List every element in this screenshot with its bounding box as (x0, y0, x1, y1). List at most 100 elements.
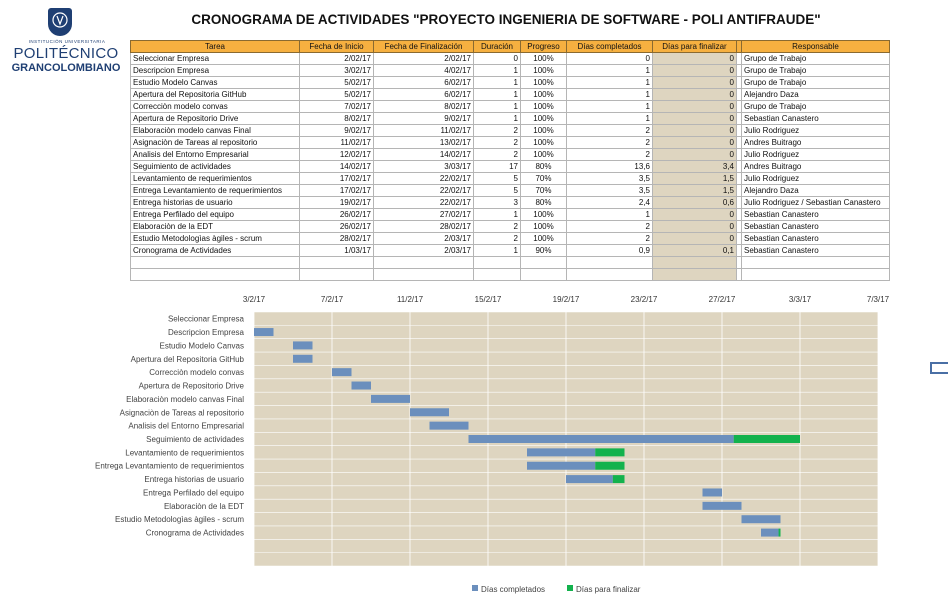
cell-responsable: Sebastian Canastero (741, 232, 890, 245)
cell-fecha-fin: 9/02/17 (373, 112, 474, 125)
legend-swatch-completados (472, 585, 478, 591)
cell-progreso: 100% (520, 64, 567, 77)
table-row: Estudio Modelo Canvas 5/02/17 6/02/17 1 100%… (130, 76, 890, 89)
bar-dias-completados (293, 341, 313, 350)
cell-dias-completados: 2 (566, 220, 653, 233)
cell-progreso: 100% (520, 112, 567, 125)
cell-fecha-inicio: 2/02/17 (299, 52, 374, 65)
x-tick-label: 3/2/17 (243, 295, 266, 304)
cell-fecha-inicio: 26/02/17 (299, 220, 374, 233)
category-label: Entrega historias de usuario (144, 475, 244, 484)
cell-progreso: 80% (520, 160, 567, 173)
bar-dias-finalizar (778, 528, 781, 537)
bar-dias-completados (527, 448, 596, 457)
cell-dias-completados: 1 (566, 88, 653, 101)
cell-progreso: 100% (520, 76, 567, 89)
cell-progreso: 100% (520, 232, 567, 245)
category-label: Descripcion Empresa (168, 328, 245, 337)
cell-responsable: Sebastian Canastero (741, 112, 890, 125)
cell-progreso (520, 256, 567, 269)
cell-responsable: Julio Rodriguez (741, 148, 890, 161)
bar-dias-completados (254, 328, 274, 337)
cell-fecha-inicio: 17/02/17 (299, 172, 374, 185)
bar-dias-completados (566, 475, 613, 484)
legend-swatch-finalizar (567, 585, 573, 591)
table-row: Entrega historias de usuario 19/02/17 22/0… (130, 196, 890, 209)
cell-tarea: Entrega historias de usuario (130, 196, 300, 209)
logo-institution-text: INSTITUCIÓN UNIVERSITARIA (28, 39, 106, 44)
cell-duracion: 1 (473, 112, 521, 125)
cell-dias-completados: 2 (566, 232, 653, 245)
table-row: Cronograma de Actividades 1/03/17 2/03/17 1… (130, 244, 890, 257)
category-label: Entrega Levantamiento de requerimientos (95, 462, 244, 471)
cell-dias-finalizar: 0 (652, 88, 737, 101)
cell-fecha-fin: 22/02/17 (373, 172, 474, 185)
x-tick-label: 7/2/17 (321, 295, 344, 304)
activities-table: Tarea Fecha de Inicio Fecha de Finalizac… (130, 40, 890, 281)
cell-fecha-inicio: 26/02/17 (299, 208, 374, 221)
cell-tarea: Elaboraciòn de la EDT (130, 220, 300, 233)
cell-duracion: 0 (473, 52, 521, 65)
cell-dias-finalizar: 3,4 (652, 160, 737, 173)
table-row: Analisis del Entorno Empresarial 12/02/17… (130, 148, 890, 161)
cell-progreso: 100% (520, 208, 567, 221)
cell-dias-completados: 1 (566, 76, 653, 89)
cell-duracion: 2 (473, 136, 521, 149)
cell-dias-finalizar: 1,5 (652, 184, 737, 197)
cell-progreso: 100% (520, 52, 567, 65)
cell-duracion: 1 (473, 88, 521, 101)
cell-dias-completados: 2 (566, 136, 653, 149)
cell-dias-completados: 3,5 (566, 184, 653, 197)
cell-fecha-inicio (299, 256, 374, 269)
cell-duracion (473, 256, 521, 269)
header-duracion: Duración (473, 40, 521, 53)
header-dias-finalizar: Días para finalizar (652, 40, 737, 53)
cell-tarea: Elaboraciòn modelo canvas Final (130, 124, 300, 137)
cell-fecha-inicio: 9/02/17 (299, 124, 374, 137)
cell-responsable: Andres Buitrago (741, 136, 890, 149)
category-label: Elaboraciòn de la EDT (164, 502, 244, 511)
cell-fecha-inicio: 1/03/17 (299, 244, 374, 257)
cell-dias-finalizar: 0 (652, 64, 737, 77)
cell-tarea: Seguimiento de actividades (130, 160, 300, 173)
cell-fecha-fin: 22/02/17 (373, 196, 474, 209)
cell-tarea: Descripcion Empresa (130, 64, 300, 77)
header-progreso: Progreso (520, 40, 567, 53)
cell-fecha-inicio: 7/02/17 (299, 100, 374, 113)
cell-responsable: Grupo de Trabajo (741, 100, 890, 113)
cell-responsable (741, 256, 890, 269)
header-responsable: Responsable (741, 40, 890, 53)
cell-fecha-fin (373, 268, 474, 281)
logo: INSTITUCIÓN UNIVERSITARIA POLITÉCNICO GR… (2, 6, 128, 76)
cell-progreso: 80% (520, 196, 567, 209)
cell-dias-completados: 2 (566, 124, 653, 137)
bar-dias-completados (410, 408, 449, 417)
cell-fecha-fin: 27/02/17 (373, 208, 474, 221)
table-row: Correcciòn modelo convas 7/02/17 8/02/17 1 1… (130, 100, 890, 113)
cell-tarea: Apertura de Repositorio Drive (130, 112, 300, 125)
table-row: Seleccionar Empresa 2/02/17 2/02/17 0 100% 0 0… (130, 52, 890, 65)
cell-dias-completados: 1 (566, 100, 653, 113)
cell-tarea: Correcciòn modelo convas (130, 100, 300, 113)
table-row: Entrega Levantamiento de requerimientos 1… (130, 184, 890, 197)
cell-fecha-inicio: 3/02/17 (299, 64, 374, 77)
cell-fecha-inicio: 8/02/17 (299, 112, 374, 125)
table-row (130, 256, 890, 269)
cell-dias-finalizar: 0 (652, 220, 737, 233)
bar-dias-completados (332, 368, 352, 377)
x-tick-label: 3/3/17 (789, 295, 812, 304)
cell-dias-finalizar: 0 (652, 208, 737, 221)
cell-responsable: Julio Rodriguez / Sebastian Canastero (741, 196, 890, 209)
cell-dias-completados: 2 (566, 148, 653, 161)
cell-fecha-inicio: 28/02/17 (299, 232, 374, 245)
gantt-chart: 3/2/17 7/2/17 11/2/17 15/2/17 19/2/17 23/2/17… (95, 295, 890, 594)
cell-tarea: Apertura del Repositoria GitHub (130, 88, 300, 101)
cell-duracion: 2 (473, 148, 521, 161)
cell-dias-finalizar: 0 (652, 52, 737, 65)
x-tick-label: 15/2/17 (475, 295, 502, 304)
bar-dias-completados (371, 394, 410, 403)
cell-responsable: Grupo de Trabajo (741, 64, 890, 77)
category-label: Entrega Perfilado del equipo (143, 488, 245, 497)
cell-fecha-fin: 2/03/17 (373, 232, 474, 245)
cell-fecha-fin: 2/03/17 (373, 244, 474, 257)
